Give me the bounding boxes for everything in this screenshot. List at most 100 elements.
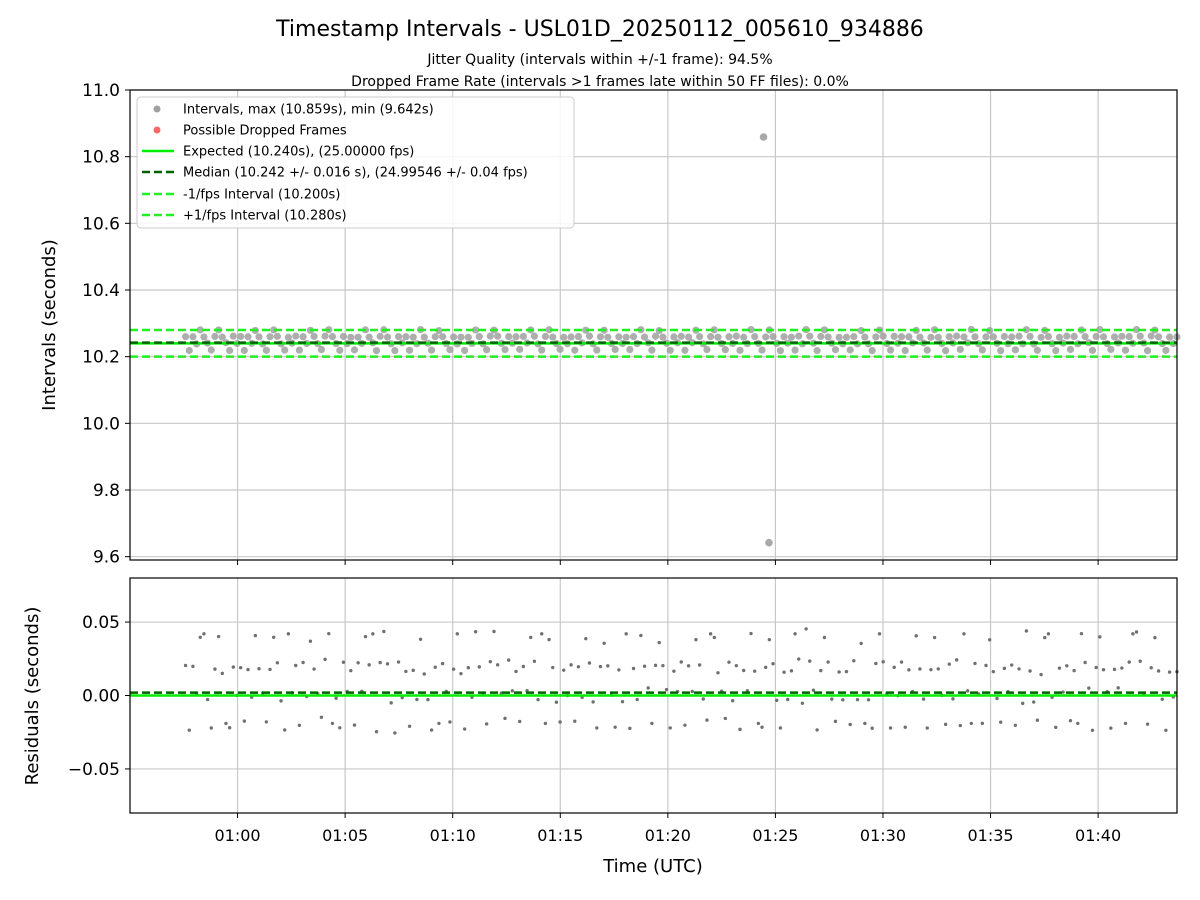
residual-point	[1087, 686, 1091, 690]
intervals-y-tick-label: 10.6	[82, 214, 120, 234]
interval-point	[604, 333, 612, 341]
interval-point	[394, 333, 403, 341]
x-tick-label: 01:30	[860, 826, 906, 845]
residual-point	[327, 631, 331, 636]
intervals-y-label: Intervals (seconds)	[39, 239, 60, 411]
residual-point	[954, 658, 959, 662]
residual-point	[1024, 629, 1029, 633]
residual-point	[918, 667, 922, 671]
legend-marker-intervals	[153, 105, 161, 113]
residual-point	[664, 687, 669, 692]
residual-point	[808, 659, 812, 663]
x-tick-label: 01:20	[645, 826, 691, 845]
residual-point	[264, 720, 269, 724]
residual-point	[1109, 726, 1113, 730]
interval-point	[684, 333, 693, 341]
interval-point	[427, 346, 436, 354]
interval-point	[376, 332, 384, 340]
residual-point	[877, 632, 882, 636]
interval-point	[461, 346, 469, 355]
residual-point	[679, 660, 683, 664]
interval-point	[1052, 346, 1060, 355]
interval-point	[897, 333, 906, 341]
residual-point	[1083, 660, 1087, 665]
interval-point	[336, 346, 344, 354]
interval-point	[615, 333, 623, 341]
residual-point	[852, 659, 856, 663]
interval-point	[670, 333, 678, 341]
interval-point	[1162, 346, 1170, 354]
residual-point	[958, 723, 962, 728]
residual-point	[888, 726, 893, 730]
interval-point	[339, 332, 348, 341]
residual-point	[804, 627, 808, 631]
residual-point	[562, 668, 566, 672]
residual-point	[690, 689, 694, 694]
residual-point	[551, 665, 555, 670]
interval-point	[365, 333, 373, 341]
interval-point	[405, 346, 414, 354]
interval-point	[472, 326, 480, 334]
residual-point	[484, 722, 489, 726]
residual-point	[374, 730, 379, 734]
interval-point	[262, 346, 270, 354]
residual-point	[830, 697, 834, 701]
interval-point	[486, 332, 494, 340]
residual-point	[411, 668, 415, 673]
x-axis-label: Time (UTC)	[602, 856, 703, 877]
interval-point	[982, 333, 990, 341]
residual-point	[591, 700, 595, 704]
residual-point	[1131, 632, 1135, 636]
residual-point	[756, 721, 761, 726]
interval-point	[721, 346, 729, 354]
residuals-points	[183, 627, 1179, 735]
interval-point	[934, 333, 942, 341]
residual-point	[216, 634, 221, 639]
residual-point	[558, 720, 562, 724]
interval-point	[207, 346, 215, 354]
residual-point	[1090, 728, 1095, 732]
residual-point	[576, 665, 581, 669]
residual-point	[932, 635, 937, 640]
interval-point	[1033, 346, 1042, 354]
residual-point	[694, 637, 698, 642]
residual-point	[334, 696, 338, 700]
residual-point	[371, 632, 375, 636]
residual-point	[257, 667, 261, 671]
interval-point	[446, 346, 454, 354]
residual-point	[338, 726, 342, 730]
interval-point	[916, 333, 924, 341]
residual-point	[319, 715, 324, 719]
intervals-y-tick-label: 11.0	[82, 81, 120, 101]
interval-point	[817, 332, 825, 341]
interval-point	[255, 333, 263, 341]
interval-point	[181, 333, 190, 341]
interval-point	[846, 346, 854, 354]
residual-point	[837, 670, 841, 674]
interval-point	[475, 333, 483, 341]
legend-label-intervals: Intervals, max (10.859s), min (9.642s)	[183, 103, 434, 118]
residual-point	[819, 668, 823, 673]
interval-point	[813, 347, 821, 355]
interval-point	[956, 345, 964, 354]
residual-point	[998, 720, 1003, 724]
residual-point	[833, 719, 838, 724]
chart-subtitle-dropped: Dropped Frame Rate (intervals >1 frames …	[351, 74, 849, 90]
residual-point	[1054, 725, 1058, 730]
residual-point	[925, 726, 929, 730]
residual-point	[382, 629, 386, 634]
residual-point	[1134, 630, 1139, 634]
residual-point	[404, 669, 408, 674]
residual-point	[683, 723, 687, 727]
residual-point	[1076, 721, 1080, 726]
residuals-x-ticks: 01:00 01:05 01:10 01:15 01:20 01:25 01:30 01:35…	[215, 813, 1121, 845]
residual-point	[514, 669, 518, 674]
residual-point	[752, 669, 757, 673]
residual-point	[466, 666, 470, 670]
residual-point	[183, 663, 188, 668]
interval-point	[505, 333, 513, 341]
residual-point	[521, 664, 526, 669]
residual-point	[279, 699, 283, 703]
legend-label-expected: Expected (10.240s), (25.00000 fps)	[183, 145, 414, 160]
residual-point	[495, 663, 500, 667]
